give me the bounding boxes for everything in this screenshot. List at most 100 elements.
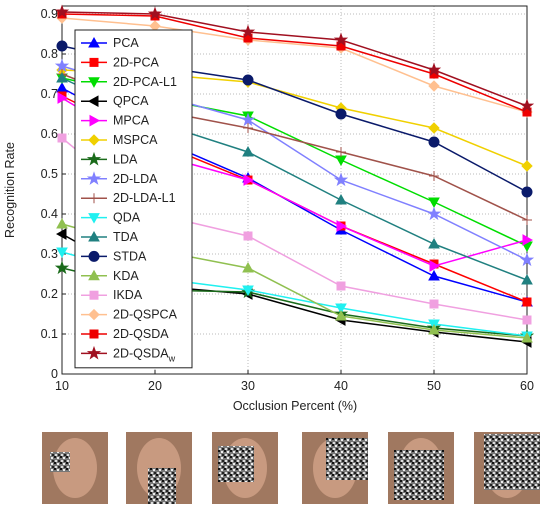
legend-marker <box>88 308 100 321</box>
legend-label: PCA <box>113 36 139 50</box>
data-point <box>335 309 347 321</box>
legend-label: 2D-QSDAw <box>113 346 176 363</box>
legend-label: 2D-PCA-L1 <box>113 75 177 89</box>
data-point <box>242 145 254 157</box>
series-line <box>61 13 528 113</box>
y-tick-label: 0.7 <box>41 87 58 101</box>
legend-label: TDA <box>113 230 139 244</box>
legend-marker <box>88 213 100 224</box>
data-point <box>242 74 254 86</box>
data-point <box>428 197 440 209</box>
data-point <box>519 98 535 113</box>
x-tick-label: 40 <box>334 379 348 393</box>
legend-label: IKDA <box>113 288 143 302</box>
legend-label: 2D-QSPCA <box>113 308 178 322</box>
legend-marker <box>86 345 102 360</box>
legend-label: 2D-QSDA <box>113 327 169 341</box>
legend-label: MSPCA <box>113 133 158 147</box>
data-point <box>56 247 68 259</box>
data-point <box>428 269 440 281</box>
data-point <box>147 6 163 21</box>
y-tick-label: 0.6 <box>41 127 58 141</box>
legend-marker <box>88 250 100 262</box>
data-point <box>333 32 349 47</box>
data-point <box>336 281 346 291</box>
y-tick-label: 0.9 <box>41 7 58 21</box>
data-point <box>336 220 348 232</box>
legend-label: 2D-LDA-L1 <box>113 191 176 205</box>
legend-marker <box>89 193 99 204</box>
data-point <box>522 297 532 307</box>
series-line <box>61 11 528 107</box>
data-point <box>428 237 440 249</box>
data-point <box>335 108 347 120</box>
legend-label-text: MPCA <box>113 114 150 128</box>
legend-label-text: QPCA <box>113 94 149 108</box>
y-tick-label: 0.1 <box>41 327 58 341</box>
data-point <box>519 252 535 267</box>
x-tick-label: 20 <box>148 379 162 393</box>
legend-label-text: 2D-LDA-L1 <box>113 191 176 205</box>
legend-label-text: TDA <box>113 230 139 244</box>
legend-marker <box>89 329 99 339</box>
legend-label-text: PCA <box>113 36 139 50</box>
data-point <box>428 136 440 148</box>
data-point <box>242 285 254 297</box>
legend-label: STDA <box>113 249 147 263</box>
y-tick-label: 0.4 <box>41 207 58 221</box>
data-point <box>57 92 69 104</box>
data-point <box>57 133 67 143</box>
data-point <box>522 234 534 246</box>
legend-marker <box>88 230 100 242</box>
legend-label-text: LDA <box>113 152 138 166</box>
data-point <box>428 80 440 92</box>
data-point <box>243 231 253 241</box>
legend-marker <box>88 134 100 146</box>
data-point <box>336 147 346 157</box>
y-tick-label: 0.3 <box>41 247 58 261</box>
data-point <box>428 323 440 335</box>
x-tick-label: 30 <box>241 379 255 393</box>
data-point <box>55 228 67 240</box>
data-point <box>54 4 70 19</box>
legend-label: 2D-LDA <box>113 172 158 186</box>
legend-label-text: KDA <box>113 269 139 283</box>
legend-label-text: QDA <box>113 211 141 225</box>
data-point <box>521 273 533 285</box>
legend-label-text: 2D-QSDA <box>113 327 169 341</box>
legend-marker <box>87 95 99 108</box>
data-point <box>56 71 68 83</box>
legend-label-text: 2D-QSPCA <box>113 308 178 322</box>
data-point <box>240 24 256 39</box>
legend-marker <box>86 171 102 185</box>
x-tick-label: 60 <box>520 379 534 393</box>
legend: PCA 2D-PCA 2D-PCA-L1 QPCA MPCA MSPCA LDA 2D-LDA… <box>74 29 193 369</box>
legend-label-subscript: w <box>168 353 176 363</box>
data-point <box>240 112 256 127</box>
data-point <box>522 315 532 325</box>
legend-label-text: 2D-PCA <box>113 55 160 69</box>
x-tick-label: 10 <box>55 379 69 393</box>
legend-label: LDA <box>113 152 138 166</box>
data-point <box>521 331 533 343</box>
legend-marker <box>88 77 100 88</box>
data-point <box>429 260 441 272</box>
data-point <box>522 215 532 225</box>
y-tick-label: 0 <box>51 367 58 381</box>
legend-label: QPCA <box>113 94 149 108</box>
legend-marker <box>88 36 100 48</box>
series-line <box>61 17 528 113</box>
data-point <box>428 122 440 134</box>
data-point <box>54 58 70 73</box>
legend-label: 2D-PCA <box>113 55 160 69</box>
data-point <box>429 171 439 181</box>
legend-label: MPCA <box>113 114 150 128</box>
data-point <box>56 217 68 229</box>
data-point <box>242 261 254 273</box>
legend-marker <box>89 114 101 127</box>
face-images <box>42 432 540 504</box>
legend-label: QDA <box>113 211 141 225</box>
legend-marker <box>88 269 100 281</box>
data-point <box>335 193 347 205</box>
data-point <box>521 160 533 172</box>
